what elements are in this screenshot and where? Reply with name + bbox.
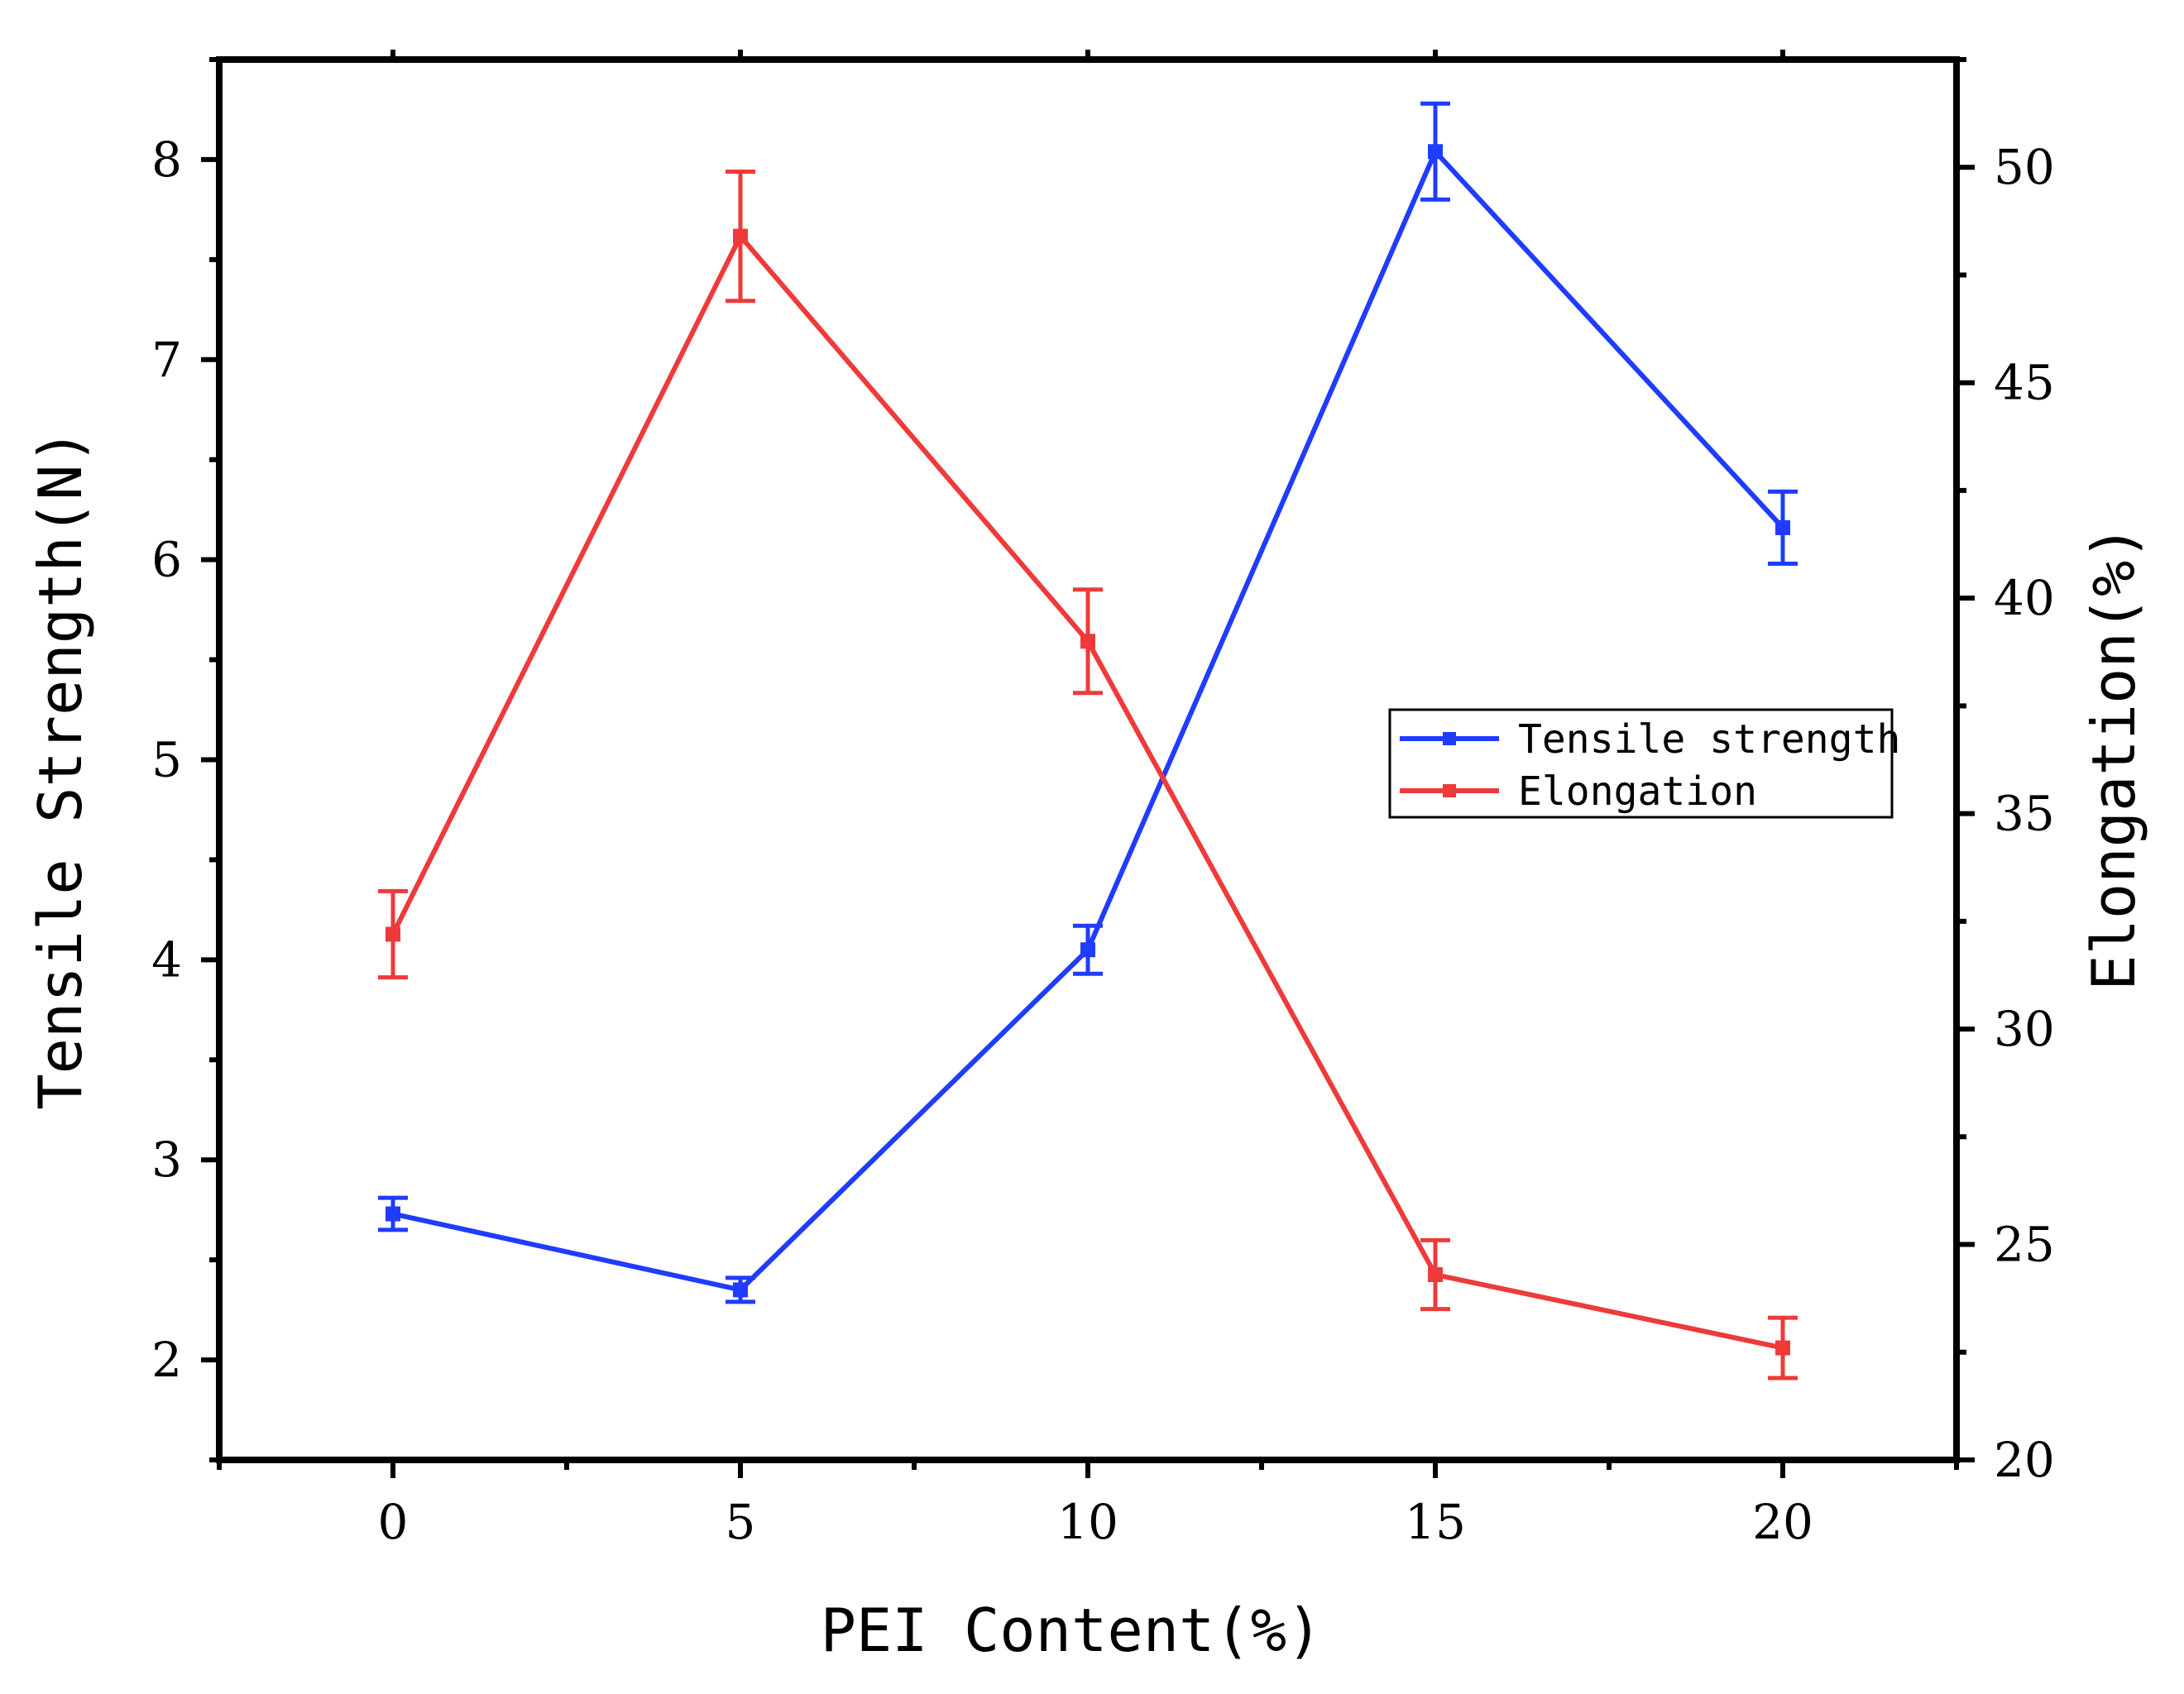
y-left-tick-label: 5: [151, 732, 182, 788]
y-right-tick-label: 20: [1994, 1432, 2055, 1488]
series-tensile-strength: [378, 101, 1798, 1304]
y-right-tick-label: 30: [1994, 1001, 2055, 1057]
data-point: [1775, 1340, 1790, 1356]
x-axis-title: PEI Content(%): [821, 1596, 1323, 1665]
legend-label-tensile: Tensile strength: [1518, 716, 1900, 763]
legend-label-elongation: Elongation: [1518, 768, 1757, 815]
x-tick-label: 10: [1057, 1494, 1118, 1550]
y-axis-right-title: Elongation(%): [2079, 524, 2148, 991]
y-right-tick-label: 25: [1994, 1217, 2055, 1273]
y-left-tick-label: 2: [151, 1332, 182, 1388]
x-tick-label: 15: [1405, 1494, 1466, 1550]
data-point: [1775, 519, 1790, 535]
data-point: [1428, 1267, 1443, 1283]
data-point: [386, 926, 400, 942]
data-point: [1080, 942, 1095, 958]
y-left-tick-label: 7: [151, 332, 182, 388]
legend-marker-tensile: [1443, 732, 1456, 745]
y-right-tick-label: 35: [1994, 786, 2055, 842]
data-point: [1080, 634, 1095, 649]
x-tick-label: 5: [726, 1494, 756, 1550]
series-layer: [378, 101, 1798, 1381]
y-right-tick-label: 45: [1994, 355, 2055, 411]
x-tick-label: 0: [378, 1494, 409, 1550]
series-elongation: [378, 169, 1798, 1381]
legend-box: [1388, 708, 1894, 819]
data-point: [733, 228, 748, 244]
x-tick-label: 20: [1752, 1494, 1813, 1550]
y-right-tick-label: 50: [1994, 139, 2055, 195]
legend: Tensile strength Elongation: [1388, 708, 1900, 819]
y-left-tick-label: 6: [151, 532, 182, 588]
legend-marker-elongation: [1443, 784, 1456, 797]
data-point: [1428, 144, 1443, 160]
y-left-tick-label: 4: [151, 931, 182, 988]
y-left-tick-label: 3: [151, 1132, 182, 1188]
y-left-tick-label: 8: [151, 132, 182, 188]
y-right-tick-label: 40: [1994, 570, 2055, 626]
data-point: [386, 1206, 400, 1222]
data-point: [733, 1282, 748, 1298]
y-axis-left-title: Tensile Strength(N): [26, 428, 95, 1110]
